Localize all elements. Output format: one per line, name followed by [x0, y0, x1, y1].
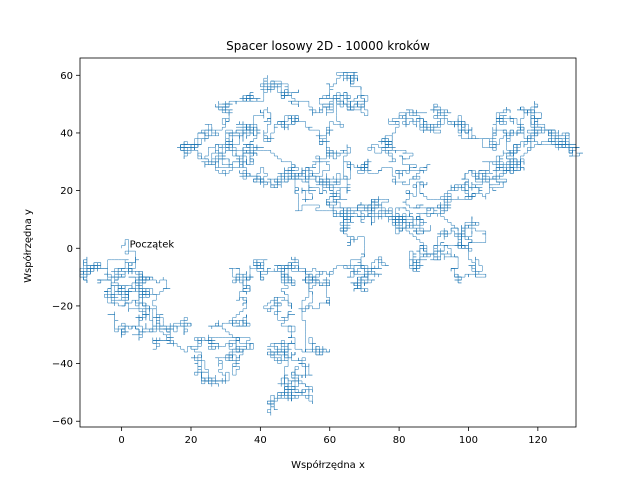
x-axis-label: Współrzędna x: [291, 459, 365, 471]
x-tick-label: 80: [393, 435, 406, 446]
y-tick-label: 0: [67, 244, 73, 255]
x-tick-label: 100: [459, 435, 478, 446]
axes-frame: [79, 57, 577, 428]
x-tick-label: 60: [323, 435, 336, 446]
y-tick-label: −40: [52, 359, 73, 370]
y-axis-label: Współrzędna y: [22, 209, 34, 283]
x-tick-label: 20: [185, 435, 198, 446]
plot-area: 0 20 40 60 80 100 120 −60 −40 −20 0 20 40 60 Początek: [52, 57, 583, 446]
x-tick-label: 0: [118, 435, 124, 446]
start-annotation: Początek: [130, 239, 175, 250]
x-tick-label: 40: [254, 435, 267, 446]
y-tick-label: −20: [52, 301, 73, 312]
y-tick-label: −60: [52, 417, 73, 428]
y-tick-label: 40: [60, 128, 73, 139]
chart-title: Spacer losowy 2D - 10000 kroków: [226, 39, 430, 53]
walk-line: [79, 72, 583, 416]
y-tick-label: 60: [60, 71, 73, 82]
y-tick-label: 20: [60, 186, 73, 197]
x-tick-label: 120: [528, 435, 547, 446]
